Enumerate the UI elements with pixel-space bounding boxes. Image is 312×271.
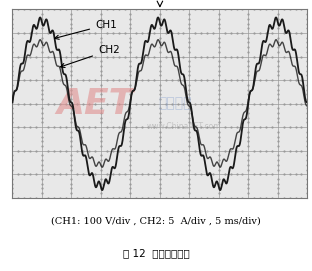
Text: 家电技术: 家电技术	[158, 97, 191, 111]
Text: (CH1: 100 V/div , CH2: 5  A/div , 5 ms/div): (CH1: 100 V/div , CH2: 5 A/div , 5 ms/di…	[51, 216, 261, 225]
Text: AET: AET	[56, 87, 134, 121]
Text: www.ChinaAET.com: www.ChinaAET.com	[146, 122, 221, 131]
Text: CH1: CH1	[55, 20, 117, 39]
Text: 图 12  并网测试波形: 图 12 并网测试波形	[123, 249, 189, 258]
Text: CH2: CH2	[61, 46, 120, 67]
